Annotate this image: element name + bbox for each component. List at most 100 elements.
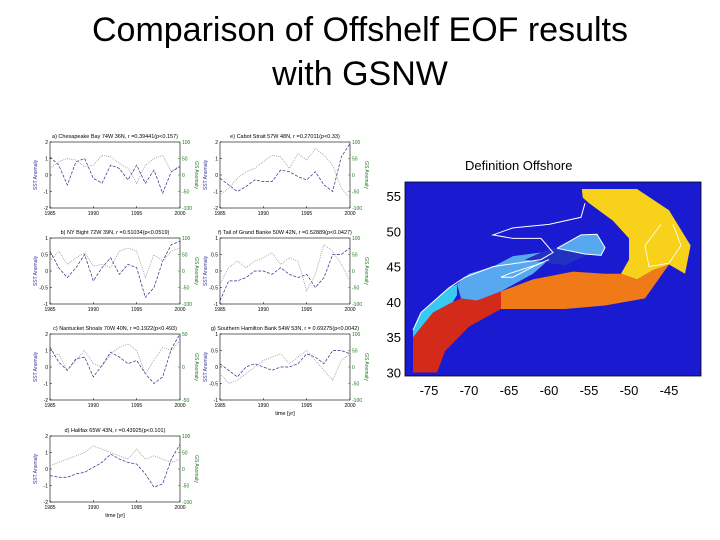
x-tick-label: 1985	[214, 211, 225, 217]
y-right-tick-label: 0	[182, 467, 185, 473]
offshore-band-north	[573, 189, 691, 280]
y-tick-label: 0	[215, 365, 218, 371]
y-right-tick-label: 50	[182, 451, 188, 457]
chart-svg: c) Nantucket Shoals 70W 40N, r =0.1922(p…	[33, 326, 199, 409]
map-title: Definition Offshore	[465, 158, 573, 173]
y-tick-label: 0.5	[41, 253, 48, 259]
y-tick-label: -0.5	[209, 382, 218, 388]
chart-svg: d) Halifax 65W 43N, r =0.43925(p<0.101) 1…	[33, 428, 199, 519]
sst-anomaly-series	[219, 143, 351, 193]
map-plot: -75 -70 -65 -60 -55 -50 -45 30 35 40 45 50 55	[387, 181, 702, 398]
y-right-tick-label: 100	[352, 236, 361, 242]
y-tick-label: 2	[45, 332, 48, 338]
x-tick-label: 2000	[174, 505, 185, 511]
chart-title: c) Nantucket Shoals 70W 40N, r =0.1922(p…	[53, 326, 177, 332]
chart-svg: e) Cabot Strait 57W 48N, r =0.27011(p<0.…	[203, 134, 369, 217]
y-right-axis-label: GS Anomaly	[193, 353, 199, 381]
y-tick-label: -1	[44, 190, 49, 196]
newfoundland-shelf	[557, 234, 605, 256]
map-y-tick-label: 30	[387, 365, 401, 380]
x-axis-label: time [yr]	[275, 411, 295, 417]
y-tick-label: -1	[44, 484, 49, 490]
chart-nantucket-shoals: c) Nantucket Shoals 70W 40N, r =0.1922(p…	[30, 322, 200, 414]
sst-anomaly-series	[49, 333, 181, 384]
gs-anomaly-series	[219, 244, 351, 292]
y-tick-label: 1	[215, 236, 218, 242]
slide-title-line1: Comparison of Offshelf EOF results	[91, 11, 628, 49]
map-y-tick-label: 35	[387, 330, 401, 345]
y-right-tick-label: 100	[182, 236, 191, 242]
y-tick-label: -1	[44, 382, 49, 388]
map-y-tick-label: 40	[387, 295, 401, 310]
plot-frame	[49, 333, 181, 401]
y-tick-label: 1	[215, 332, 218, 338]
slide-title-line2: with GSNW	[272, 55, 448, 93]
y-axis-label: SST Anomaly	[203, 351, 209, 382]
x-tick-label: 2000	[174, 307, 185, 313]
y-right-tick-label: 0	[182, 173, 185, 179]
x-tick-label: 1995	[131, 403, 142, 409]
x-tick-label: 1990	[88, 307, 99, 313]
map-x-tick-label: -75	[420, 383, 439, 398]
map-x-tick-label: -45	[660, 383, 679, 398]
gs-anomaly-series	[49, 154, 181, 184]
land-mask	[405, 182, 585, 271]
map-x-tick-label: -70	[460, 383, 479, 398]
gs-anomaly-series	[219, 350, 351, 384]
map-x-tick-label: -65	[500, 383, 519, 398]
chart-svg: g) Southern Hamilton Bank 54W 53N, r = 0…	[203, 326, 369, 417]
y-right-tick-label: 0	[352, 269, 355, 275]
y-tick-label: -0.5	[39, 286, 48, 292]
coastline	[412, 203, 586, 331]
y-right-tick-label: -100	[182, 500, 192, 506]
map-x-tick-label: -50	[620, 383, 639, 398]
y-right-axis-label: GS Anomaly	[193, 161, 199, 189]
y-right-tick-label: 0	[182, 269, 185, 275]
y-right-tick-label: -50	[182, 484, 189, 490]
newfoundland-coast	[556, 233, 606, 256]
y-right-tick-label: -50	[352, 382, 359, 388]
y-tick-label: 0	[45, 365, 48, 371]
x-tick-label: 1990	[88, 403, 99, 409]
y-right-tick-label: -100	[182, 302, 192, 308]
y-tick-label: -2	[44, 206, 49, 212]
y-tick-label: 0	[215, 173, 218, 179]
x-tick-label: 1985	[44, 211, 55, 217]
y-tick-label: -2	[214, 206, 219, 212]
map-y-tick-label: 55	[387, 189, 401, 204]
y-axis-label: SST Anomaly	[33, 351, 39, 382]
y-right-tick-label: 50	[352, 157, 358, 163]
chart-chesapeake-bay: a) Chesapeake Bay 74W 36N, r =0.39441(p<…	[30, 130, 200, 222]
plot-frame	[219, 141, 351, 209]
offshore-band-middle	[501, 264, 669, 309]
y-tick-label: -0.5	[209, 286, 218, 292]
y-tick-label: -1	[44, 302, 49, 308]
x-tick-label: 1985	[214, 403, 225, 409]
y-right-tick-label: 100	[182, 434, 191, 440]
chart-svg: a) Chesapeake Bay 74W 36N, r =0.39441(p<…	[33, 134, 199, 217]
x-tick-label: 2000	[174, 403, 185, 409]
y-right-tick-label: 0	[182, 365, 185, 371]
y-tick-label: 0	[45, 173, 48, 179]
y-right-axis-label: GS Anomaly	[363, 257, 369, 285]
x-axis-label: time [yr]	[105, 513, 125, 519]
chart-title: e) Cabot Strait 57W 48N, r =0.27011(p<0.…	[230, 134, 340, 140]
y-axis-label: SST Anomaly	[33, 255, 39, 286]
slide-title: Comparison of Offshelf EOF results with …	[0, 8, 720, 96]
y-tick-label: 2	[215, 140, 218, 146]
y-right-tick-label: 50	[352, 253, 358, 259]
y-right-axis-label: GS Anomaly	[193, 455, 199, 483]
map-x-tick-label: -55	[580, 383, 599, 398]
chart-title: b) NY Bight 72W 39N, r =0.51034(p<0.0519…	[61, 230, 170, 236]
chart-svg: b) NY Bight 72W 39N, r =0.51034(p<0.0519…	[33, 230, 199, 313]
x-tick-label: 2000	[344, 211, 355, 217]
y-tick-label: 1	[45, 349, 48, 355]
x-tick-label: 1985	[44, 403, 55, 409]
y-right-tick-label: -50	[182, 190, 189, 196]
map-y-tick-label: 45	[387, 260, 401, 275]
x-tick-label: 1995	[301, 307, 312, 313]
gs-anomaly-series	[219, 148, 351, 199]
plot-frame	[219, 333, 351, 401]
y-tick-label: 0.5	[211, 253, 218, 259]
gs-anomaly-series	[49, 247, 181, 279]
